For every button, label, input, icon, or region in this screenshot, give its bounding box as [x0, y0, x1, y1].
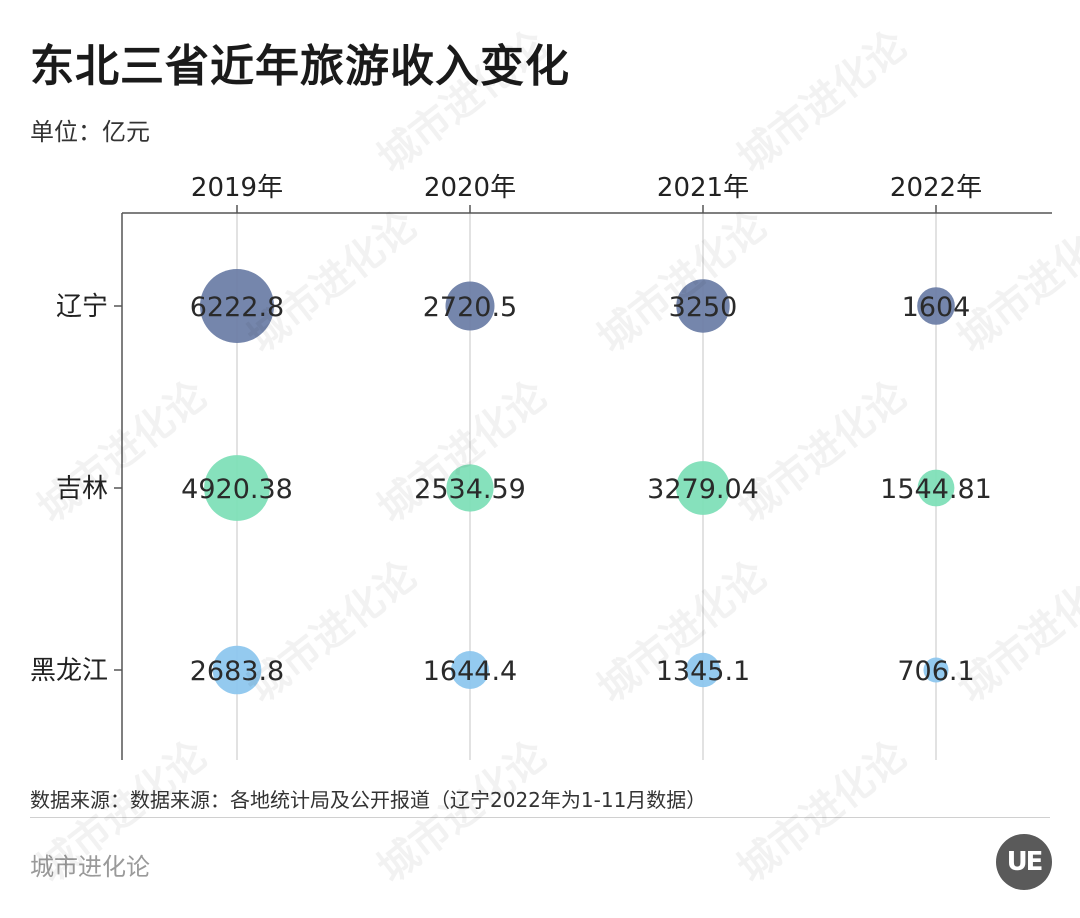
- data-label-0-1: 2720.5: [423, 292, 517, 323]
- bubble-1-1: [446, 464, 494, 512]
- x-tick-label-1: 2020年: [424, 173, 516, 203]
- source-note: 数据来源：数据来源：各地统计局及公开报道（辽宁2022年为1-11月数据）: [30, 788, 707, 812]
- data-label-2-3: 706.1: [897, 656, 974, 687]
- y-tick-label-2: 黑龙江: [30, 656, 108, 686]
- bubble-2-1: [451, 651, 489, 689]
- bubble-0-1: [445, 281, 495, 331]
- data-label-1-3: 1544.81: [880, 474, 992, 505]
- x-tick-label-3: 2022年: [890, 173, 982, 203]
- data-label-0-2: 3250: [669, 292, 738, 323]
- data-label-1-1: 2534.59: [414, 474, 526, 505]
- bubble-2-0: [212, 645, 262, 695]
- bubble-1-3: [917, 469, 955, 507]
- bubble-1-2: [676, 461, 730, 515]
- bubble-0-2: [676, 279, 730, 333]
- data-label-2-1: 1644.4: [423, 656, 517, 687]
- data-label-1-0: 4920.38: [181, 474, 293, 505]
- bubble-0-0: [200, 269, 274, 343]
- bubble-1-0: [204, 455, 270, 521]
- bubble-2-3: [923, 657, 949, 683]
- divider: [30, 817, 1050, 818]
- unit-label: 单位：亿元: [30, 118, 150, 146]
- data-label-0-3: 1604: [902, 292, 971, 323]
- data-label-2-2: 1345.1: [656, 656, 750, 687]
- bubble-0-3: [917, 287, 955, 325]
- brand-name: 城市进化论: [30, 853, 150, 881]
- x-tick-label-0: 2019年: [191, 173, 283, 203]
- chart-title: 东北三省近年旅游收入变化: [30, 41, 570, 92]
- data-label-1-2: 3279.04: [647, 474, 759, 505]
- y-tick-label-1: 吉林: [56, 474, 108, 504]
- x-tick-label-2: 2021年: [657, 173, 749, 203]
- data-label-0-0: 6222.8: [190, 292, 284, 323]
- bubble-2-2: [685, 652, 721, 688]
- brand-logo: UE: [996, 834, 1052, 890]
- data-label-2-0: 2683.8: [190, 656, 284, 687]
- y-tick-label-0: 辽宁: [56, 292, 108, 322]
